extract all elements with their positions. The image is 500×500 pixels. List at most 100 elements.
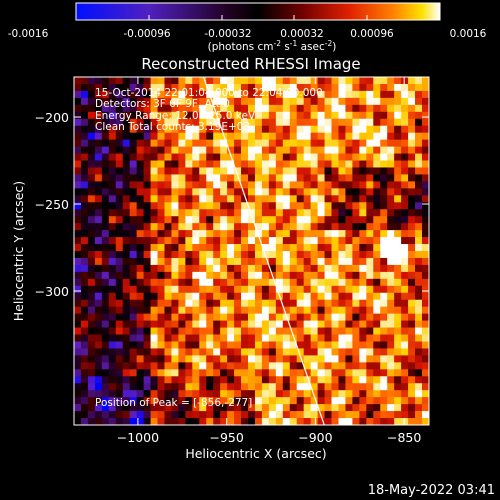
heatmap-cell [387,320,395,328]
heatmap-cell [408,292,416,301]
heatmap-cell [192,404,200,412]
heatmap-cell [345,90,353,99]
heatmap-cell [199,195,207,203]
heatmap-cell [206,369,214,377]
heatmap-cell [282,188,291,196]
heatmap-cell [178,223,186,231]
heatmap-cell [324,216,332,224]
heatmap-cell [101,376,110,384]
heatmap-cell [422,97,429,106]
heatmap-cell [150,278,158,287]
heatmap-cell [366,244,374,252]
heatmap-cell [275,306,284,315]
heatmap-cell [164,418,172,425]
heatmap-cell [192,327,200,335]
heatmap-cell [387,299,395,308]
heatmap-cell [108,104,117,113]
heatmap-cell [80,264,89,273]
heatmap-cell [317,153,325,161]
heatmap-cell [310,320,318,328]
heatmap-cell [428,223,429,231]
heatmap-cell [115,104,124,113]
heatmap-cell [136,369,144,377]
heatmap-cell [324,188,332,196]
heatmap-cell [94,118,103,127]
heatmap-cell [74,77,82,85]
heatmap-cell [352,160,360,168]
heatmap-cell [136,327,144,335]
heatmap-cell [227,230,235,238]
heatmap-cell [108,195,117,203]
heatmap-cell [206,83,214,92]
heatmap-cell [241,230,249,238]
heatmap-cell [164,216,172,224]
heatmap-cell [80,104,89,113]
heatmap-cell [157,376,165,384]
heatmap-cell [129,167,138,175]
heatmap-cell [178,104,186,113]
heatmap-cell [275,77,284,85]
heatmap-cell [380,216,388,224]
heatmap-cell [352,327,360,335]
heatmap-cell [345,132,353,141]
heatmap-cell [157,132,165,141]
heatmap-cell [234,285,242,294]
heatmap-cell [303,251,312,259]
heatmap-cell [331,216,339,224]
heatmap-cell [220,264,228,273]
heatmap-cell [268,188,277,196]
heatmap-cell [74,397,82,405]
heatmap-cell [213,202,221,210]
heatmap-cell [268,181,277,189]
heatmap-cell [213,209,221,217]
heatmap-cell [164,237,172,245]
heatmap-cell [122,341,131,349]
heatmap-cell [331,167,339,175]
heatmap-cell [380,97,388,106]
heatmap-cell [108,111,117,120]
heatmap-cell [136,111,144,120]
heatmap-cell [359,132,367,141]
heatmap-cell [401,111,409,120]
heatmap-cell [401,271,409,280]
heatmap-cell [373,83,381,92]
heatmap-cell [303,237,312,245]
heatmap-cell [282,320,291,328]
heatmap-cell [303,320,312,328]
heatmap-cell [380,320,388,328]
heatmap-cell [185,390,193,398]
heatmap-cell [171,257,179,266]
heatmap-cell [122,355,131,363]
heatmap-cell [115,188,124,196]
heatmap-cell [227,327,235,335]
heatmap-cell [87,83,96,92]
heatmap-cell [352,181,360,189]
heatmap-cell [199,251,207,259]
heatmap-cell [359,216,367,224]
heatmap-cell [213,285,221,294]
heatmap-cell [122,83,131,92]
heatmap-cell [206,285,214,294]
heatmap-cell [359,264,367,273]
heatmap-cell [227,202,235,210]
heatmap-cell [234,202,242,210]
heatmap-cell [80,257,89,266]
heatmap-cell [275,244,284,252]
heatmap-cell [359,237,367,245]
heatmap-cell [74,125,82,134]
heatmap-cell [282,202,291,210]
heatmap-cell [261,418,270,425]
heatmap-cell [380,223,388,231]
heatmap-cell [227,118,235,127]
y-tick-label: −300 [35,284,69,299]
heatmap-cell [192,181,200,189]
heatmap-cell [254,146,263,154]
heatmap-cell [352,167,360,175]
heatmap-cell [401,146,409,154]
heatmap-cell [275,216,284,224]
heatmap-cell [401,160,409,168]
heatmap-cell [241,327,249,335]
heatmap-cell [241,111,249,120]
heatmap-cell [101,195,110,203]
heatmap-cell [241,153,249,161]
